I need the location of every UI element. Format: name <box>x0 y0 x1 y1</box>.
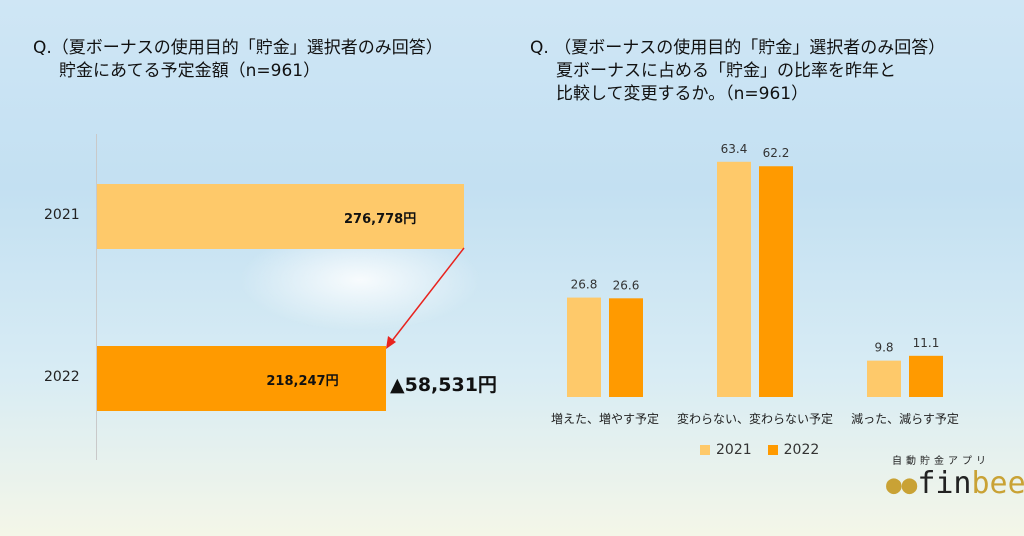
legend: 2021 2022 <box>700 442 819 458</box>
x-tick-label: 変わらない、変わらない予定 <box>677 411 833 426</box>
decrease-arrow <box>387 247 465 347</box>
bar-2022 <box>97 346 387 411</box>
data-label: 62.2 <box>763 146 790 160</box>
left-title-line1: Q.（夏ボーナスの使用目的「貯金」選択者のみ回答） <box>33 38 443 58</box>
bar-2021 <box>97 184 464 249</box>
difference-label: ▲58,531円 <box>390 374 497 396</box>
data-label: 26.8 <box>571 278 598 292</box>
x-tick-label: 減った、減らす予定 <box>851 411 959 426</box>
legend-label: 2021 <box>716 442 752 458</box>
left-chart-axis <box>96 134 97 460</box>
y-tick-label: 2021 <box>44 207 80 223</box>
bar-2021-1 <box>717 161 751 397</box>
bee-icon: ●● <box>886 470 918 500</box>
finbee-logo: 自動貯金アプリ ●●finbee <box>886 452 1024 502</box>
data-label: 63.4 <box>721 142 748 156</box>
data-label: 9.8 <box>874 341 893 355</box>
value-label: 276,778円 <box>344 212 417 227</box>
right-title-line2: 夏ボーナスに占める「貯金」の比率を昨年と <box>556 61 896 81</box>
bar-2021-0 <box>567 297 601 397</box>
legend-label: 2022 <box>783 442 820 458</box>
bar-2022-0 <box>609 298 643 397</box>
x-tick-label: 増えた、増やす予定 <box>551 411 659 426</box>
value-label: 218,247円 <box>266 374 339 389</box>
right-title-line1: Q. （夏ボーナスの使用目的「貯金」選択者のみ回答） <box>530 38 946 58</box>
y-tick-label: 2022 <box>44 369 80 385</box>
right-title-line3: 比較して変更するか。（n=961） <box>556 84 809 104</box>
bar-2021-2 <box>867 360 901 397</box>
bar-2022-2 <box>909 355 943 397</box>
bar-2022-1 <box>759 166 793 397</box>
left-title-line2: 貯金にあてる予定金額（n=961） <box>59 61 321 81</box>
left-question-title: Q.（夏ボーナスの使用目的「貯金」選択者のみ回答） 貯金にあてる予定金額（n=9… <box>33 37 443 83</box>
logo-fin: fin <box>917 466 972 501</box>
data-label: 26.6 <box>613 278 640 292</box>
legend-2021: 2021 <box>700 442 752 458</box>
right-question-title: Q. （夏ボーナスの使用目的「貯金」選択者のみ回答） 夏ボーナスに占める「貯金」… <box>530 37 945 106</box>
legend-2022: 2022 <box>767 442 820 458</box>
data-label: 11.1 <box>913 336 940 350</box>
arrow-head <box>386 336 396 349</box>
logo-subtitle: 自動貯金アプリ <box>892 456 990 467</box>
logo-bee: bee <box>971 466 1024 501</box>
